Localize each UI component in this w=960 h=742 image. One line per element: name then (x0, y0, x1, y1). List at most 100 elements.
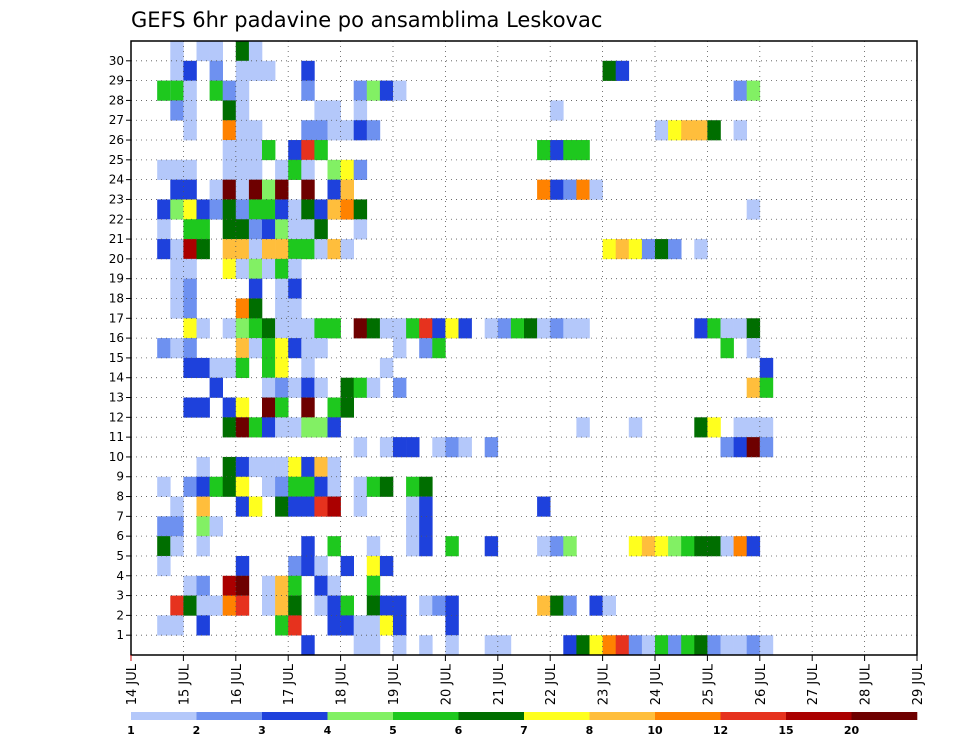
color-legend: 1 2 3 4 5 6 7 8 10 12 15 20 (127, 712, 918, 737)
heatmap-cell (183, 298, 197, 319)
heatmap-cell (327, 536, 341, 557)
heatmap-cell (288, 377, 302, 398)
heatmap-cell (288, 258, 302, 279)
y-axis-ticks: 1234567891011121314151617181920212223242… (109, 54, 131, 642)
heatmap-cell (746, 338, 761, 359)
legend-swatch (131, 712, 197, 720)
heatmap-cell (366, 635, 381, 656)
heatmap-cell (275, 377, 289, 398)
heatmap-cell (366, 615, 381, 636)
heatmap-cell (170, 80, 184, 101)
heatmap-cell (668, 239, 682, 260)
heatmap-cell (366, 120, 381, 141)
heatmap-cell (589, 179, 603, 200)
heatmap-cell (301, 536, 315, 557)
heatmap-cell (170, 496, 184, 517)
heatmap-cell (222, 318, 237, 339)
heatmap-cell (432, 595, 446, 616)
heatmap-cell (746, 437, 761, 458)
heatmap-cell (301, 219, 315, 240)
heatmap-cell (366, 377, 381, 398)
heatmap-cell (641, 536, 656, 557)
heatmap-cell (209, 476, 223, 497)
heatmap-cell (537, 179, 551, 200)
heatmap-cell (157, 555, 171, 577)
heatmap-cell (550, 100, 564, 121)
heatmap-cell (222, 258, 237, 279)
heatmap-cell (288, 456, 302, 478)
heatmap-cell (720, 536, 734, 557)
y-tick-label: 11 (109, 430, 124, 444)
heatmap-cell (393, 595, 407, 616)
heatmap-cell (222, 140, 237, 161)
heatmap-cell (366, 595, 381, 616)
heatmap-cell (301, 496, 315, 517)
heatmap-cell (235, 219, 250, 240)
heatmap-cell (288, 615, 302, 636)
legend-label: 10 (647, 724, 663, 737)
heatmap-cell (275, 476, 289, 497)
heatmap-cell (707, 318, 721, 339)
heatmap-cell (301, 239, 315, 260)
heatmap-cell (288, 159, 302, 180)
heatmap-cell (340, 377, 354, 398)
heatmap-cell (183, 278, 197, 299)
heatmap-cell (746, 80, 761, 101)
y-tick-label: 6 (116, 529, 124, 543)
legend-label: 15 (778, 724, 793, 737)
heatmap-cell (340, 159, 354, 180)
x-tick-label: 23 JUL (597, 663, 612, 705)
heatmap-cell (196, 199, 210, 220)
heatmap-cell (275, 179, 289, 200)
x-tick-label: 25 JUL (701, 663, 716, 705)
heatmap-cell (563, 595, 577, 616)
heatmap-cell (248, 456, 263, 478)
heatmap-cell (733, 417, 747, 438)
x-tick-label: 24 JUL (649, 663, 664, 705)
heatmap-cell (157, 516, 171, 537)
heatmap-cell (157, 338, 171, 359)
heatmap-cell (157, 239, 171, 260)
y-tick-label: 8 (116, 490, 124, 504)
heatmap-cell (183, 80, 197, 101)
heatmap-cell (537, 496, 551, 517)
heatmap-cell (262, 456, 276, 478)
heatmap-cell (393, 318, 407, 339)
heatmap-cell (366, 318, 381, 339)
heatmap-cell (170, 615, 184, 636)
heatmap-cell (419, 635, 433, 656)
heatmap-cell (563, 536, 577, 557)
x-tick-label: 16 JUL (230, 663, 245, 705)
y-tick-label: 3 (116, 589, 124, 603)
heatmap-cell (301, 120, 315, 141)
heatmap-cell (576, 417, 590, 438)
heatmap-cell (196, 239, 210, 260)
y-tick-label: 26 (109, 133, 124, 147)
heatmap-cell (196, 595, 210, 616)
heatmap-cell (445, 318, 459, 339)
plot-frame (130, 40, 918, 656)
heatmap-cell (314, 595, 328, 616)
heatmap-cell (550, 318, 564, 339)
heatmap-cell (327, 456, 341, 478)
heatmap-cell (235, 199, 250, 220)
heatmap-cell (327, 318, 341, 339)
heatmap-cell (759, 357, 774, 379)
heatmap-cell (746, 536, 761, 557)
heatmap-cell (301, 456, 315, 478)
heatmap-cell (248, 417, 263, 438)
heatmap-cell (209, 41, 223, 62)
heatmap-cell (393, 80, 407, 101)
heatmap-cell (327, 100, 341, 121)
heatmap-cell (170, 100, 184, 121)
heatmap-cell (707, 417, 721, 438)
heatmap-cells (157, 41, 774, 656)
heatmap-cell (222, 476, 237, 497)
heatmap-cell (628, 536, 643, 557)
heatmap-cell (314, 476, 328, 497)
heatmap-cell (301, 179, 315, 200)
heatmap-cell (248, 496, 263, 517)
x-tick-label: 28 JUL (859, 663, 874, 705)
heatmap-cell (170, 258, 184, 279)
